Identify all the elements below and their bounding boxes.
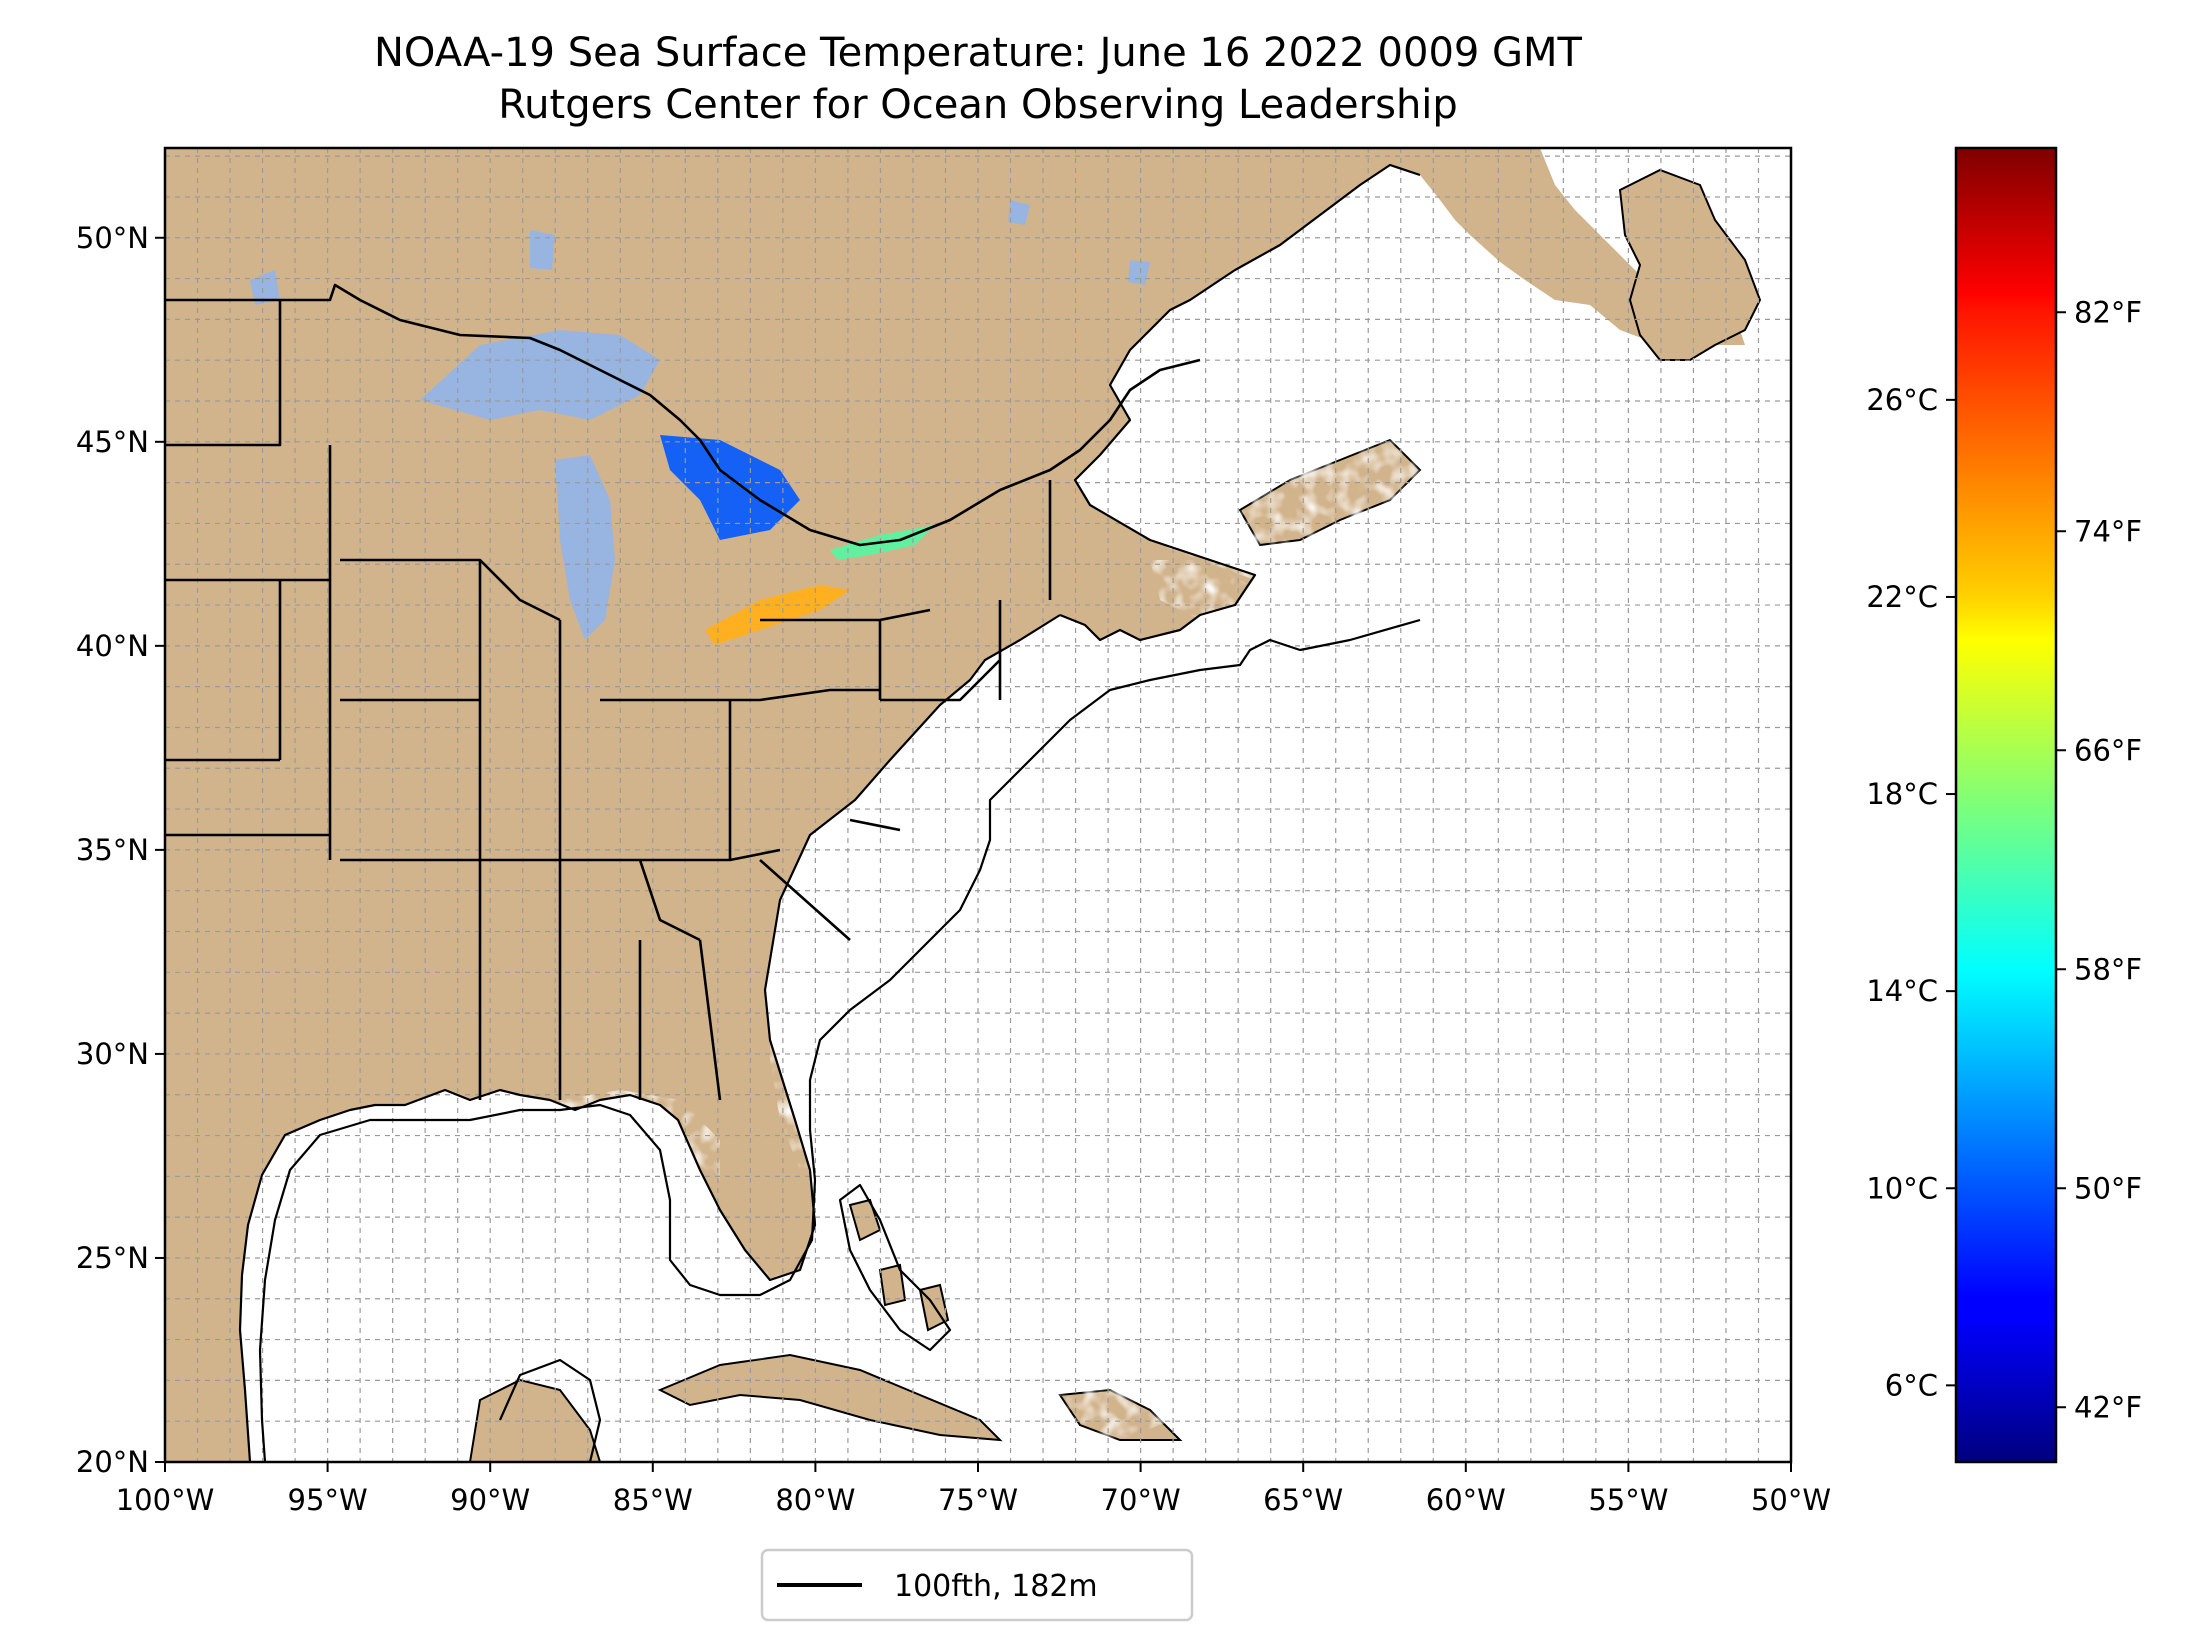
us-canada-border [165, 283, 1201, 547]
sst-mab-yellow [960, 680, 1210, 840]
sst-gulf-south [600, 1220, 840, 1360]
colorbar-f-tick-label: 58°F [2074, 952, 2142, 986]
colorbar-celsius-ticks: 6°C 10°C 14°C 18°C 22°C 26°C [1866, 383, 1956, 1402]
sst-southeast-orange [1400, 1070, 1610, 1260]
lake-superior [420, 330, 660, 420]
sst-field [560, 220, 1610, 1462]
latitude-ticks: 20°N 25°N 30°N 35°N 40°N 45°N 50°N [76, 221, 165, 1479]
colorbar-gradient [1954, 146, 2058, 1464]
lon-tick-label: 95°W [288, 1483, 368, 1517]
lon-tick-label: 100°W [116, 1483, 215, 1517]
sst-scotia-cyan [1330, 600, 1565, 660]
sst-st-lawrence [1220, 220, 1575, 390]
sst-gulf-north [560, 1090, 720, 1185]
sst-south-scatter [660, 1410, 1000, 1462]
lon-tick-label: 80°W [775, 1483, 855, 1517]
lat-tick-label: 45°N [76, 425, 149, 459]
lat-tick-label: 35°N [76, 833, 149, 867]
colorbar-c-tick-label: 18°C [1866, 777, 1938, 811]
colorbar-c-tick-label: 6°C [1885, 1368, 1938, 1402]
lon-tick-label: 60°W [1426, 1483, 1506, 1517]
lat-tick-label: 30°N [76, 1037, 149, 1071]
lon-tick-label: 75°W [938, 1483, 1018, 1517]
lat-tick-label: 25°N [76, 1241, 149, 1275]
boundaries [165, 163, 1421, 1462]
legend: 100fth, 182m [760, 1548, 1194, 1622]
great-lakes [250, 200, 1150, 645]
chart-title: NOAA-19 Sea Surface Temperature: June 16… [374, 30, 1583, 76]
sst-gulfstream-red [770, 840, 1270, 1170]
sst-offshore-green [1110, 870, 1400, 960]
colorbar-c-tick-label: 10°C [1866, 1171, 1938, 1205]
colorbar: 6°C 10°C 14°C 18°C 22°C 26°C 42°F 50°F 58°F 66°F… [1866, 146, 2142, 1464]
lon-tick-label: 50°W [1751, 1483, 1831, 1517]
lake-erie [705, 585, 850, 645]
lon-tick-label: 70°W [1101, 1483, 1181, 1517]
sst-cabot-darkcold [1430, 450, 1555, 530]
lake-michigan [555, 455, 615, 640]
map-panel: 100°W 95°W 90°W 85°W 80°W 75°W 70°W 65°W 60°W 55°… [76, 146, 1831, 1517]
lat-tick-label: 20°N [76, 1445, 149, 1479]
gulf-coastline [238, 614, 1061, 1462]
chart-subtitle: Rutgers Center for Ocean Observing Leade… [498, 82, 1458, 128]
northeast-coastline [1059, 163, 1421, 642]
lon-tick-label: 85°W [613, 1483, 693, 1517]
colorbar-f-tick-label: 82°F [2074, 295, 2142, 329]
legend-box [760, 1548, 1194, 1622]
colorbar-fahrenheit-ticks: 42°F 50°F 58°F 66°F 74°F 82°F [2056, 295, 2142, 1424]
longitude-ticks: 100°W 95°W 90°W 85°W 80°W 75°W 70°W 65°W 60°W 55°… [116, 1462, 1831, 1517]
colorbar-c-tick-label: 22°C [1866, 580, 1938, 614]
colorbar-f-tick-label: 42°F [2074, 1390, 2142, 1424]
colorbar-c-tick-label: 14°C [1866, 974, 1938, 1008]
lat-tick-label: 40°N [76, 629, 149, 663]
lat-tick-label: 50°N [76, 221, 149, 255]
lon-tick-label: 90°W [450, 1483, 530, 1517]
colorbar-f-tick-label: 74°F [2074, 514, 2142, 548]
lake-huron [660, 435, 800, 540]
lon-tick-label: 55°W [1588, 1483, 1668, 1517]
lon-tick-label: 65°W [1263, 1483, 1343, 1517]
cuba-land [657, 1353, 1003, 1442]
isobath-100fth-caribbean [498, 1183, 952, 1462]
sst-shelf-orange [960, 790, 1210, 880]
gridlines [165, 148, 1791, 1462]
legend-label: 100fth, 182m [894, 1569, 1098, 1604]
colorbar-f-tick-label: 66°F [2074, 733, 2142, 767]
state-borders [165, 300, 1052, 1101]
isobath-100fth [258, 618, 1421, 1462]
colorbar-c-tick-label: 26°C [1866, 383, 1938, 417]
colorbar-f-tick-label: 50°F [2074, 1171, 2142, 1205]
